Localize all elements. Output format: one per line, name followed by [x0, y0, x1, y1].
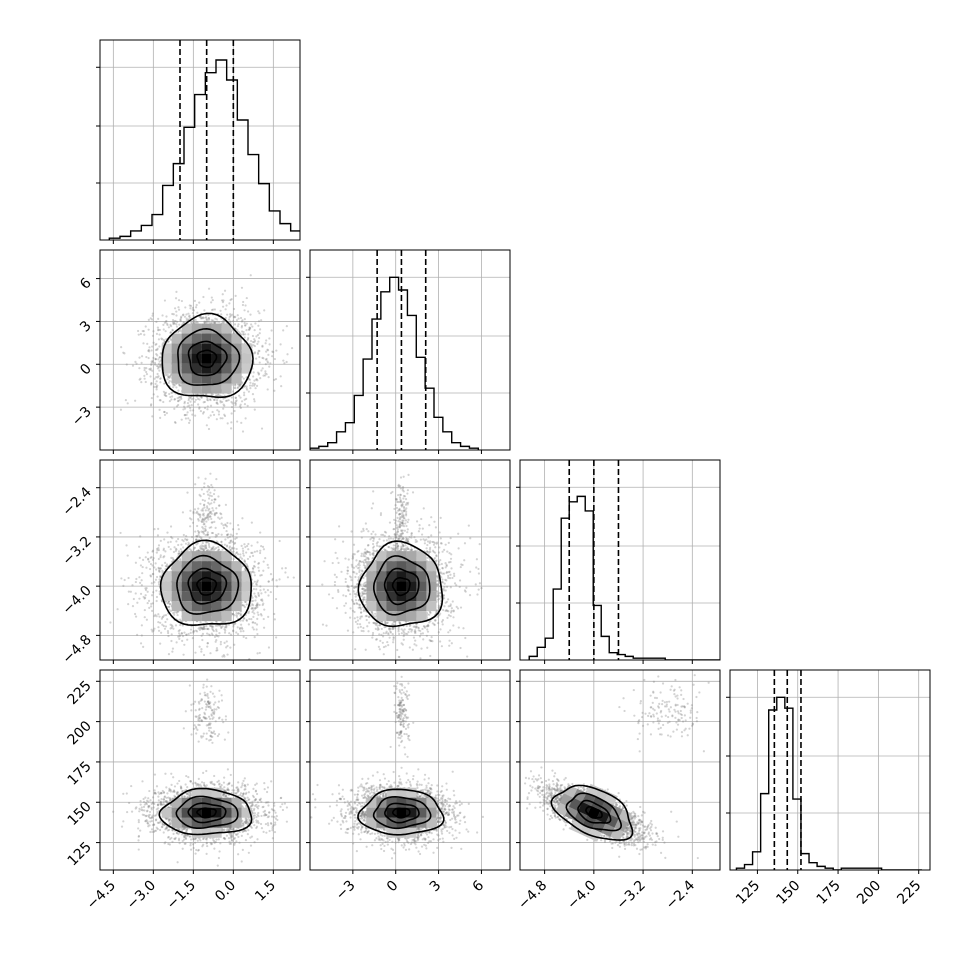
- contour-line: [159, 539, 253, 627]
- panel-1-1: [96, 39, 301, 244]
- y-tick-label: −2.4: [59, 484, 94, 519]
- x-tick-label: 0.0: [212, 878, 239, 905]
- contour-line: [373, 555, 431, 616]
- contour-line: [176, 554, 240, 615]
- panel-4-2: −3 0 3 6: [306, 669, 511, 904]
- y-tick-label: 125: [65, 839, 95, 869]
- axes-frame: [729, 669, 931, 871]
- panel-3-3: [516, 459, 721, 664]
- histogram-2: [310, 276, 479, 450]
- x-tick-label: 150: [773, 878, 803, 908]
- contour-line: [585, 806, 603, 819]
- contour-line: [550, 784, 634, 841]
- contour-line: [158, 787, 253, 836]
- y-tick-label: −3: [69, 404, 95, 430]
- density-cells: [366, 551, 437, 622]
- contour-line: [177, 327, 241, 386]
- x-tick-label: −3.0: [124, 878, 159, 913]
- x-tick-label: 200: [854, 878, 884, 908]
- y-tick-label: 6: [77, 275, 95, 293]
- contour-line: [357, 540, 444, 628]
- y-tick-label: −4.0: [59, 583, 94, 618]
- contour-line: [383, 567, 420, 606]
- y-tick-label: 225: [65, 678, 95, 708]
- contour-line: [175, 795, 239, 829]
- histogram-4: [735, 696, 922, 870]
- x-tick-label: 175: [814, 878, 844, 908]
- contour-line: [187, 567, 228, 605]
- panel-3-1: −4.8 −4.0 −3.2 −2.4: [59, 459, 301, 667]
- panel-3-2: [306, 459, 511, 664]
- contour-line: [187, 802, 227, 824]
- contour-line: [196, 576, 218, 596]
- axes-frame: [309, 459, 511, 661]
- x-tick-label: −3: [333, 878, 359, 904]
- contour-line: [565, 792, 623, 832]
- x-tick-label: 3: [427, 878, 445, 896]
- contour-line: [384, 802, 420, 824]
- x-tick-label: −2.4: [663, 877, 698, 912]
- x-tick-label: −1.5: [164, 878, 199, 913]
- axes-frame: [99, 459, 301, 661]
- axes-frame: [99, 669, 301, 871]
- axes-frame: [99, 39, 301, 241]
- x-tick-label: −3.2: [614, 878, 649, 913]
- contour-line: [577, 799, 612, 824]
- y-tick-label: −3.2: [59, 533, 94, 568]
- contour-line: [392, 807, 411, 819]
- histogram-1: [108, 59, 300, 240]
- x-tick-label: −4.0: [564, 878, 599, 913]
- x-tick-label: 0: [384, 878, 402, 896]
- contour-line: [196, 349, 218, 369]
- x-tick-label: 6: [470, 877, 488, 895]
- y-tick-label: 150: [65, 799, 95, 829]
- contour-line: [196, 807, 217, 819]
- y-tick-label: 175: [65, 758, 95, 788]
- x-tick-label: 225: [894, 878, 924, 908]
- y-tick-label: 0: [77, 361, 95, 379]
- panel-4-3: −4.8 −4.0 −3.2 −2.4: [515, 669, 721, 913]
- contour-line: [372, 795, 432, 830]
- x-tick-label: −4.5: [84, 878, 119, 913]
- axes-frame: [99, 249, 301, 451]
- x-tick-label: 125: [733, 878, 763, 908]
- x-tick-label: −4.8: [515, 878, 550, 913]
- contour-line: [357, 788, 445, 836]
- axes-frame: [519, 669, 721, 871]
- y-tick-label: 3: [77, 318, 95, 336]
- x-tick-label: 1.5: [252, 878, 279, 905]
- axes-frame: [309, 669, 511, 871]
- contour-line: [187, 340, 228, 377]
- density-cells: [161, 551, 252, 622]
- panel-4-4: 125 150 175 200 225: [726, 669, 931, 908]
- histogram-3: [528, 495, 720, 660]
- panel-2-1: −3 0 3 6: [69, 249, 301, 454]
- panel-4-1: −4.5 −3.0 −1.5 0.0 1.5 125 150 175 200 225: [65, 669, 301, 913]
- contour-line: [391, 577, 411, 597]
- axes-frame: [309, 249, 511, 451]
- y-tick-label: 200: [65, 718, 95, 748]
- axes-frame: [519, 459, 721, 661]
- contour-line: [161, 312, 254, 399]
- y-tick-label: −4.8: [59, 632, 94, 667]
- panel-2-2: [306, 249, 511, 454]
